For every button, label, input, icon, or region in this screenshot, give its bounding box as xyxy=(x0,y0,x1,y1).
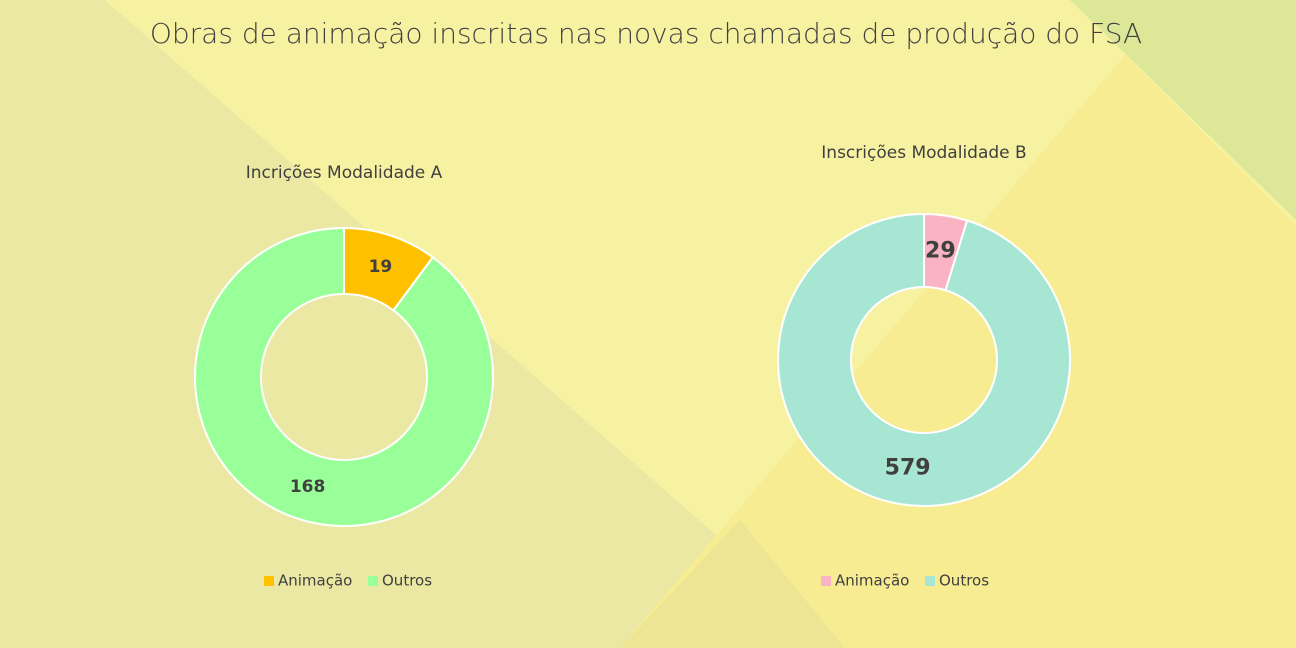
legend-swatch xyxy=(368,576,378,586)
background-shape xyxy=(620,55,1296,648)
legend-label: Animação xyxy=(835,572,909,590)
legend-swatch xyxy=(925,576,935,586)
legend-swatch xyxy=(821,576,831,586)
donut-slice xyxy=(194,226,494,527)
data-label: 579 xyxy=(885,455,931,480)
legend-label: Outros xyxy=(939,572,989,590)
data-label: 168 xyxy=(290,477,326,497)
background-shape xyxy=(620,520,845,648)
legend-label: Animação xyxy=(278,572,352,590)
legend-swatch xyxy=(264,576,274,586)
data-label: 19 xyxy=(369,257,393,277)
chart-title: Inscrições Modalidade B xyxy=(821,143,1026,163)
chart-title: Incrições Modalidade A xyxy=(246,163,443,183)
background-shape xyxy=(1070,0,1296,220)
donut-slice xyxy=(777,212,1071,507)
page-title: Obras de animação inscritas nas novas ch… xyxy=(150,17,1142,50)
data-label: 29 xyxy=(925,239,956,264)
legend-label: Outros xyxy=(382,572,432,590)
